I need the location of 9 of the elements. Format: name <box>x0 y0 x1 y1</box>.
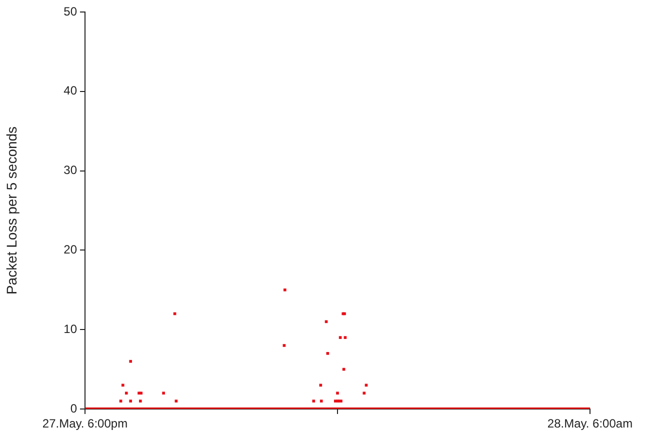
y-tick-label: 30 <box>64 163 78 178</box>
x-tick-label: 28.May. 6:00am <box>547 416 633 431</box>
y-tick-label: 0 <box>70 401 78 416</box>
y-tick-label: 40 <box>64 84 78 98</box>
x-tick-label: 27.May. 6:00pm <box>42 416 128 431</box>
y-tick-label: 10 <box>64 322 78 336</box>
y-tick-label: 50 <box>64 4 78 18</box>
y-axis-title: Packet Loss per 5 seconds <box>3 126 20 295</box>
y-tick-label: 20 <box>64 242 78 257</box>
